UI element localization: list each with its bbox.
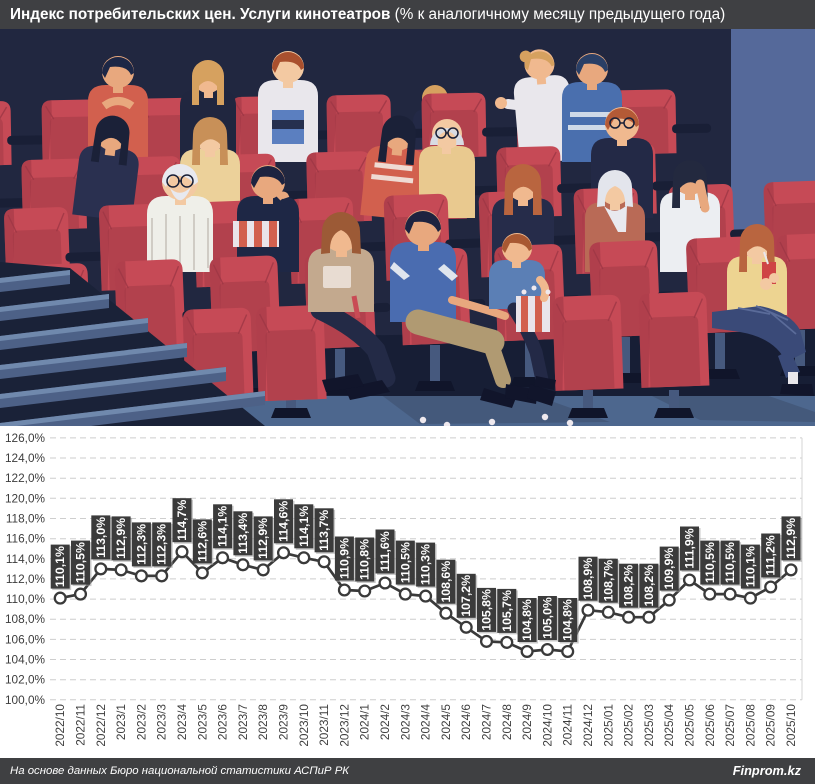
- svg-text:2024/8: 2024/8: [500, 704, 514, 741]
- svg-text:2022/11: 2022/11: [74, 704, 88, 746]
- svg-text:106,0%: 106,0%: [5, 632, 46, 646]
- svg-text:2024/5: 2024/5: [439, 704, 453, 741]
- svg-text:111,2%: 111,2%: [764, 535, 778, 575]
- svg-text:2024/7: 2024/7: [480, 704, 494, 740]
- svg-text:110,5%: 110,5%: [74, 542, 88, 583]
- svg-text:100,0%: 100,0%: [5, 693, 46, 707]
- svg-text:2025/01: 2025/01: [601, 704, 615, 747]
- svg-text:114,0%: 114,0%: [6, 552, 46, 566]
- svg-text:2023/10: 2023/10: [297, 704, 311, 747]
- svg-text:2024/3: 2024/3: [398, 704, 412, 741]
- svg-text:110,5%: 110,5%: [723, 542, 737, 583]
- svg-text:108,2%: 108,2%: [642, 565, 656, 607]
- svg-text:126,0%: 126,0%: [5, 431, 46, 445]
- svg-text:114,7%: 114,7%: [175, 500, 189, 541]
- svg-text:108,0%: 108,0%: [5, 612, 46, 626]
- svg-text:112,3%: 112,3%: [155, 524, 169, 565]
- svg-text:108,6%: 108,6%: [439, 561, 453, 603]
- svg-text:104,8%: 104,8%: [520, 599, 534, 641]
- svg-text:2025/02: 2025/02: [622, 704, 636, 747]
- svg-text:108,9%: 108,9%: [581, 558, 595, 600]
- svg-text:112,6%: 112,6%: [195, 521, 209, 562]
- svg-text:110,8%: 110,8%: [358, 539, 372, 580]
- svg-text:2023/2: 2023/2: [134, 704, 148, 740]
- svg-text:110,5%: 110,5%: [703, 542, 717, 583]
- svg-text:108,7%: 108,7%: [601, 560, 615, 602]
- svg-text:110,9%: 110,9%: [337, 538, 351, 579]
- svg-text:110,1%: 110,1%: [743, 546, 757, 587]
- svg-text:124,0%: 124,0%: [5, 451, 46, 465]
- svg-text:112,9%: 112,9%: [114, 518, 128, 559]
- svg-text:114,1%: 114,1%: [297, 506, 311, 547]
- svg-text:2023/8: 2023/8: [256, 704, 270, 741]
- svg-text:110,0%: 110,0%: [6, 592, 46, 606]
- svg-text:2025/10: 2025/10: [784, 704, 798, 747]
- svg-text:105,0%: 105,0%: [540, 597, 554, 639]
- svg-text:2023/1: 2023/1: [114, 704, 128, 740]
- svg-text:2023/5: 2023/5: [195, 704, 209, 741]
- svg-text:2024/6: 2024/6: [459, 704, 473, 741]
- svg-text:118,0%: 118,0%: [6, 512, 46, 526]
- svg-text:112,0%: 112,0%: [6, 572, 46, 586]
- svg-text:104,0%: 104,0%: [5, 653, 46, 667]
- svg-text:111,9%: 111,9%: [683, 528, 697, 568]
- svg-text:2023/11: 2023/11: [317, 704, 331, 746]
- svg-text:113,0%: 113,0%: [94, 517, 108, 558]
- svg-text:122,0%: 122,0%: [5, 471, 46, 485]
- svg-text:2023/6: 2023/6: [216, 704, 230, 741]
- svg-text:2024/1: 2024/1: [358, 704, 372, 740]
- svg-text:113,7%: 113,7%: [317, 510, 331, 551]
- svg-text:105,7%: 105,7%: [500, 590, 514, 632]
- svg-text:114,6%: 114,6%: [277, 501, 291, 542]
- svg-text:2023/3: 2023/3: [155, 704, 169, 741]
- svg-text:2025/05: 2025/05: [683, 704, 697, 747]
- svg-text:2025/04: 2025/04: [662, 704, 676, 747]
- svg-text:2023/9: 2023/9: [277, 704, 291, 740]
- svg-text:2024/9: 2024/9: [520, 704, 534, 740]
- svg-text:2024/11: 2024/11: [561, 704, 575, 746]
- svg-text:2022/10: 2022/10: [53, 704, 67, 747]
- svg-text:2025/07: 2025/07: [723, 704, 737, 747]
- svg-text:104,8%: 104,8%: [561, 599, 575, 641]
- svg-text:107,2%: 107,2%: [459, 575, 473, 617]
- svg-text:2025/09: 2025/09: [764, 704, 778, 747]
- svg-text:2023/4: 2023/4: [175, 704, 189, 741]
- svg-text:110,3%: 110,3%: [419, 544, 433, 585]
- svg-text:114,1%: 114,1%: [216, 506, 230, 547]
- svg-text:113,4%: 113,4%: [236, 513, 250, 554]
- svg-text:110,5%: 110,5%: [398, 542, 412, 583]
- svg-text:116,0%: 116,0%: [6, 532, 46, 546]
- svg-text:2025/08: 2025/08: [743, 704, 757, 747]
- svg-text:109,9%: 109,9%: [662, 548, 676, 590]
- svg-text:112,9%: 112,9%: [256, 518, 270, 559]
- svg-text:2022/12: 2022/12: [94, 704, 108, 747]
- svg-text:108,2%: 108,2%: [622, 565, 636, 607]
- svg-text:110,1%: 110,1%: [53, 546, 67, 587]
- svg-text:2024/12: 2024/12: [581, 704, 595, 747]
- svg-text:2024/4: 2024/4: [419, 704, 433, 741]
- svg-text:120,0%: 120,0%: [5, 491, 46, 505]
- svg-text:111,6%: 111,6%: [378, 531, 392, 571]
- svg-text:2025/06: 2025/06: [703, 704, 717, 747]
- svg-text:112,3%: 112,3%: [134, 524, 148, 565]
- svg-text:2023/7: 2023/7: [236, 704, 250, 740]
- svg-text:2023/12: 2023/12: [337, 704, 351, 747]
- svg-text:2025/03: 2025/03: [642, 704, 656, 747]
- svg-text:105,8%: 105,8%: [480, 589, 494, 631]
- svg-text:2024/2: 2024/2: [378, 704, 392, 740]
- svg-text:102,0%: 102,0%: [5, 673, 46, 687]
- svg-text:2024/10: 2024/10: [540, 704, 554, 747]
- svg-text:112,9%: 112,9%: [784, 518, 798, 559]
